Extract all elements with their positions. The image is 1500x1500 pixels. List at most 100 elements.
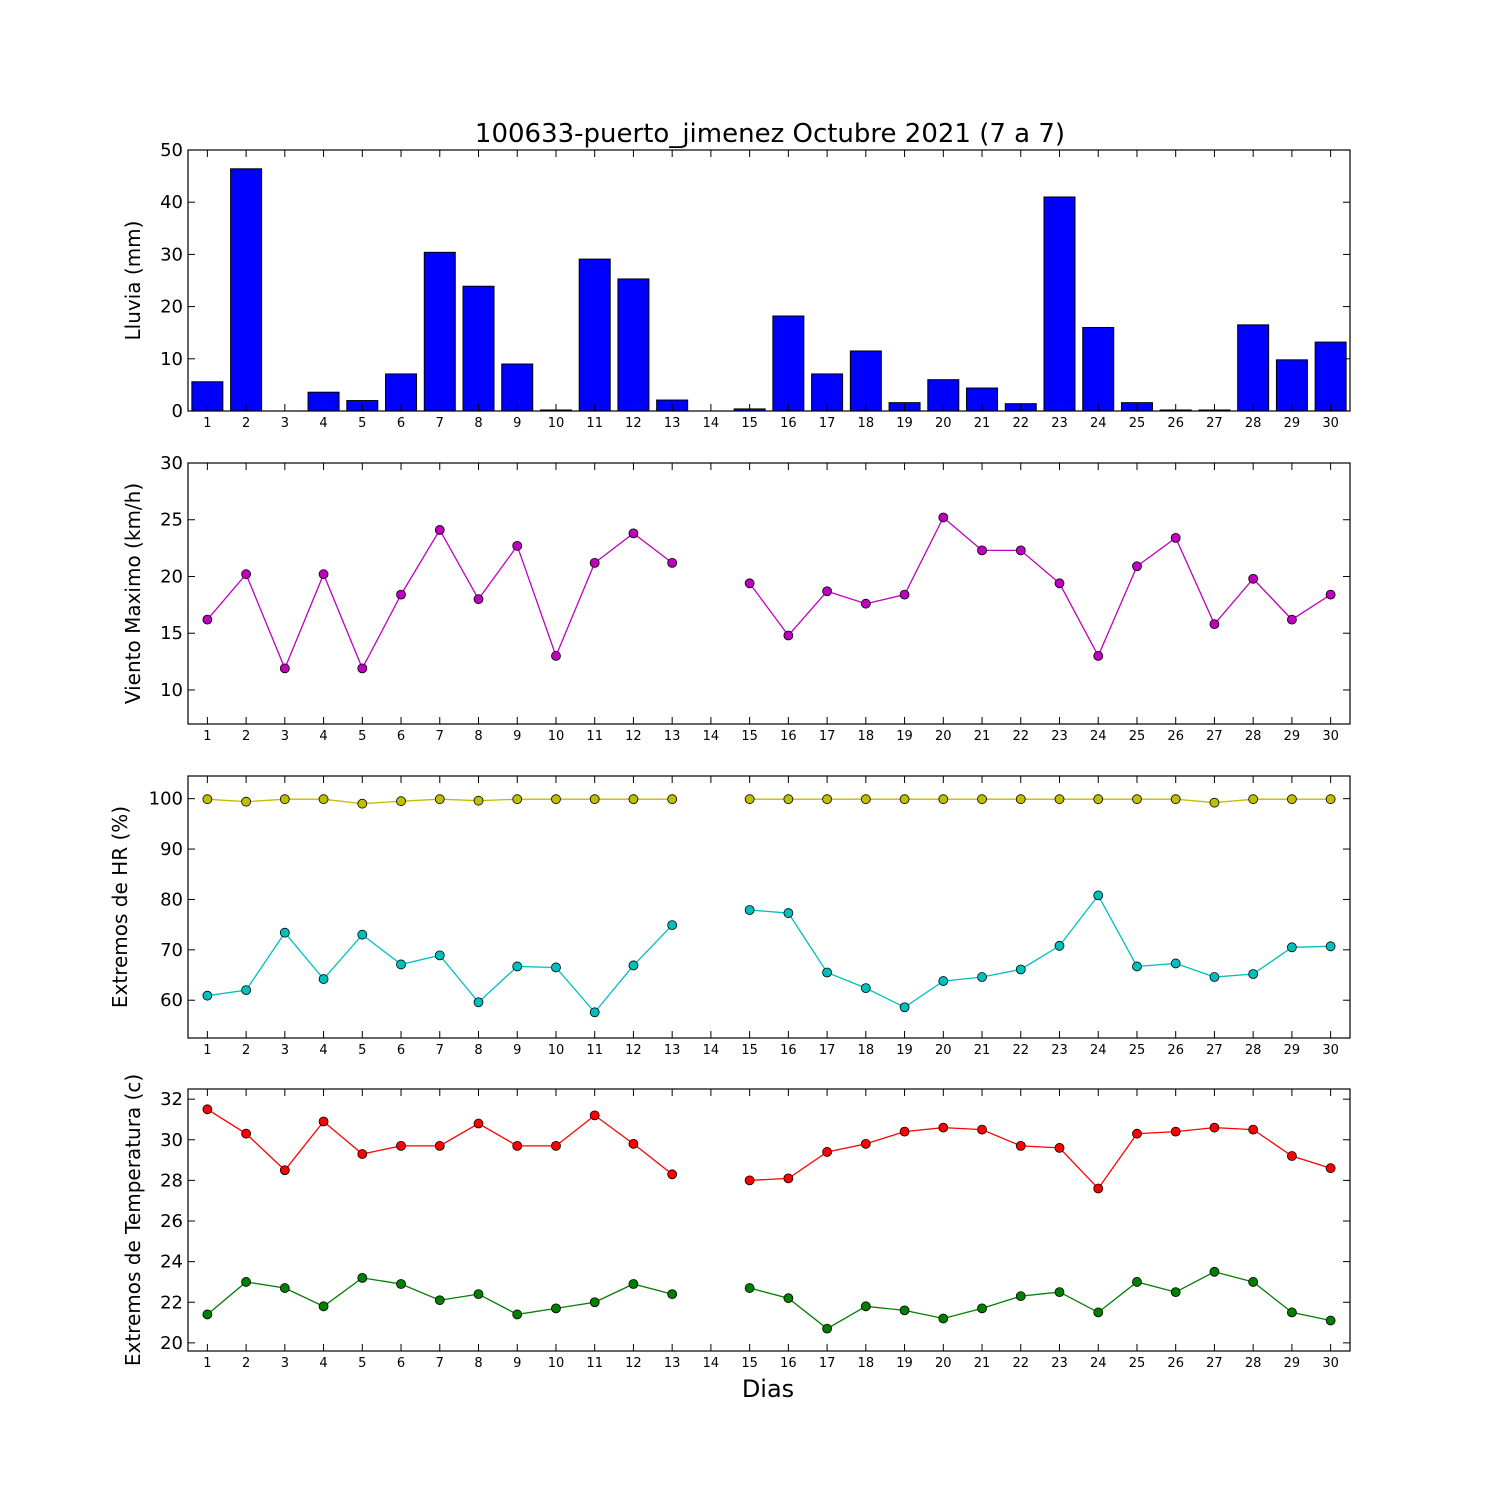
- series-1-point-day-13: [667, 794, 678, 805]
- series-1-point-day-4: [318, 1116, 329, 1127]
- series-1-point-day-9: [512, 540, 523, 551]
- x-tick-label: 12: [625, 729, 642, 744]
- series-1-point-day-12: [628, 528, 639, 539]
- series-1-point-day-29: [1287, 794, 1297, 805]
- y-tick-label: 0: [172, 401, 183, 422]
- x-tick-label: 19: [896, 1043, 913, 1058]
- series-1-point-day-7: [434, 525, 445, 535]
- x-tick-label: 18: [858, 1356, 875, 1371]
- series-1-point-day-4: [318, 794, 329, 805]
- bar-day-2: [230, 168, 263, 412]
- x-tick-label: 2: [242, 1356, 250, 1371]
- series-2-point-day-19: [899, 1305, 910, 1316]
- x-tick-label: 19: [896, 1356, 913, 1371]
- x-tick-label: 30: [1322, 1043, 1339, 1058]
- series-1-line-2: [749, 1126, 1331, 1190]
- series-1-point-day-25: [1132, 561, 1142, 572]
- series-1-point-day-28: [1248, 794, 1259, 805]
- y-tick-label: 40: [160, 192, 183, 213]
- y-tick-label: 24: [160, 1252, 183, 1273]
- x-tick-label: 16: [780, 1043, 797, 1058]
- x-tick-label: 30: [1322, 1356, 1339, 1371]
- series-2-point-day-13: [667, 920, 678, 931]
- x-tick-label: 21: [974, 1043, 991, 1058]
- x-tick-label: 24: [1090, 729, 1107, 744]
- series-2-point-day-21: [977, 972, 987, 982]
- x-tick-label: 19: [896, 729, 913, 744]
- series-2-point-day-19: [899, 1002, 910, 1013]
- series-2-point-day-23: [1054, 1287, 1065, 1297]
- x-tick-label: 6: [397, 416, 405, 431]
- y-axis-label-lluvia: Lluvia (mm): [121, 221, 145, 341]
- series-1-point-day-19: [899, 794, 910, 805]
- series-2-point-day-4: [318, 1301, 329, 1312]
- x-tick-label: 7: [436, 416, 444, 431]
- series-1-point-day-4: [318, 569, 329, 580]
- x-tick-label: 12: [625, 416, 642, 431]
- x-tick-label: 27: [1206, 1356, 1223, 1371]
- x-tick-label: 10: [548, 729, 565, 744]
- series-2-point-day-5: [357, 1272, 368, 1283]
- x-tick-label: 20: [935, 416, 952, 431]
- x-tick-label: 27: [1206, 729, 1223, 744]
- series-2-point-day-26: [1170, 958, 1181, 969]
- series-1-point-day-6: [396, 1140, 406, 1151]
- series-2-point-day-21: [977, 1303, 987, 1314]
- x-tick-label: 8: [474, 416, 482, 431]
- x-tick-label: 7: [436, 1356, 444, 1371]
- x-tick-label: 23: [1051, 416, 1068, 431]
- x-tick-label: 17: [819, 1356, 836, 1371]
- series-1-point-day-25: [1132, 794, 1142, 805]
- series-2-point-day-28: [1248, 1277, 1259, 1287]
- y-tick-label: 10: [160, 349, 183, 370]
- x-tick-label: 17: [819, 729, 836, 744]
- series-1-point-day-24: [1093, 794, 1104, 805]
- series-2-point-day-15: [744, 1283, 755, 1293]
- series-1-point-day-21: [977, 1124, 987, 1135]
- y-tick-label: 60: [160, 990, 183, 1011]
- series-2-point-day-25: [1132, 1277, 1142, 1287]
- x-tick-label: 14: [703, 1356, 720, 1371]
- x-tick-label: 10: [548, 416, 565, 431]
- series-1-point-day-26: [1170, 1126, 1181, 1137]
- x-tick-label: 26: [1167, 729, 1184, 744]
- x-tick-label: 6: [397, 729, 405, 744]
- x-tick-label: 5: [358, 729, 366, 744]
- x-tick-label: 8: [474, 729, 482, 744]
- x-tick-label: 30: [1322, 416, 1339, 431]
- bar-day-18: [849, 350, 882, 412]
- series-1-point-day-16: [783, 794, 794, 805]
- x-tick-label: 2: [242, 1043, 250, 1058]
- x-tick-label: 27: [1206, 1043, 1223, 1058]
- series-1-point-day-10: [551, 651, 561, 661]
- series-1-point-day-16: [783, 1173, 794, 1184]
- series-1-point-day-13: [667, 557, 678, 568]
- x-tick-label: 3: [281, 729, 289, 744]
- series-1-point-day-10: [551, 794, 561, 805]
- x-tick-label: 11: [586, 1043, 603, 1058]
- series-2-point-day-7: [434, 950, 445, 961]
- bar-day-11: [578, 258, 611, 412]
- x-tick-label: 15: [741, 1356, 758, 1371]
- x-tick-label: 7: [436, 1043, 444, 1058]
- x-tick-label: 12: [625, 1356, 642, 1371]
- x-tick-label: 13: [664, 1043, 681, 1058]
- series-2-point-day-11: [589, 1297, 600, 1308]
- series-2-point-day-9: [512, 1309, 523, 1320]
- series-1-point-day-19: [899, 1126, 910, 1137]
- series-2-line-2: [749, 1271, 1331, 1330]
- series-2-point-day-29: [1287, 1307, 1297, 1318]
- series-2-point-day-2: [241, 985, 252, 996]
- series-2-point-day-27: [1209, 1266, 1220, 1277]
- x-tick-label: 15: [741, 416, 758, 431]
- x-tick-label: 15: [741, 729, 758, 744]
- series-1-point-day-26: [1170, 794, 1181, 805]
- series-1-point-day-6: [396, 796, 406, 807]
- series-1-point-day-7: [434, 1140, 445, 1151]
- series-1-point-day-27: [1209, 619, 1220, 630]
- x-tick-label: 6: [397, 1356, 405, 1371]
